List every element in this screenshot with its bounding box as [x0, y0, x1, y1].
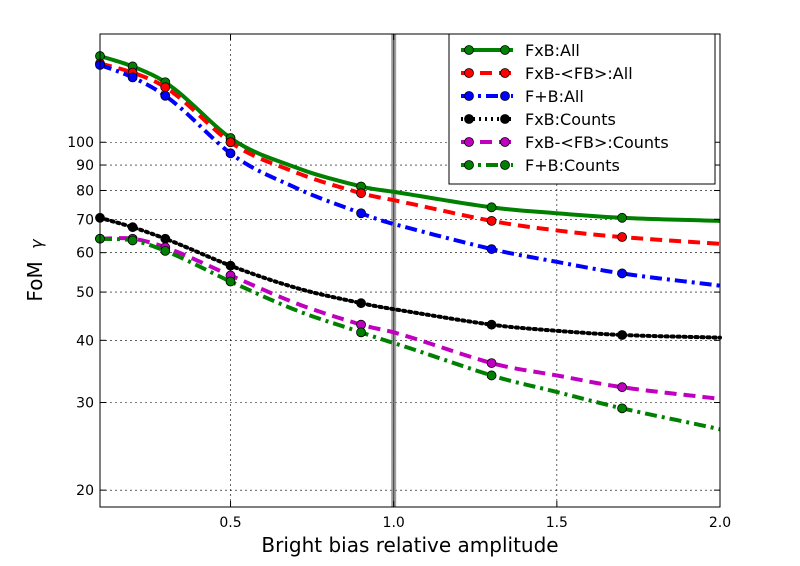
data-point — [356, 298, 366, 309]
legend-label: FxB:Counts — [525, 110, 616, 129]
data-point — [486, 215, 497, 226]
legend-label: FxB-<FB>:Counts — [525, 133, 669, 152]
data-point — [225, 148, 236, 159]
legend-entry: F+B:All — [461, 87, 584, 106]
series-line — [99, 236, 721, 432]
series-line — [99, 63, 721, 288]
legend-marker — [464, 137, 474, 147]
series-line — [99, 61, 721, 246]
series-F+B:Counts — [95, 233, 721, 432]
legend-marker — [500, 114, 510, 124]
x-tick-label: 1.0 — [383, 515, 405, 531]
data-point — [356, 327, 366, 338]
data-point — [617, 268, 628, 279]
data-point — [160, 82, 171, 93]
data-point — [617, 403, 628, 414]
legend-marker — [464, 45, 474, 55]
data-point — [160, 233, 171, 244]
series-group — [95, 51, 722, 432]
y-tick-label: 40 — [76, 333, 94, 349]
data-point — [160, 245, 171, 256]
y-tick-label: 100 — [67, 135, 94, 151]
data-point — [617, 382, 628, 393]
data-point — [356, 208, 366, 219]
data-point — [486, 319, 497, 330]
data-point — [225, 276, 236, 287]
legend-marker — [464, 160, 474, 170]
series-F+B:All — [95, 60, 721, 288]
legend-label: F+B:All — [525, 87, 584, 106]
y-tick-label: 90 — [76, 158, 94, 174]
data-point — [127, 72, 138, 83]
data-point — [225, 260, 236, 271]
legend: FxB:All FxB-<FB>:All F+B:All FxB:Counts FxB-… — [448, 33, 716, 185]
data-point — [160, 90, 171, 101]
legend-marker — [464, 68, 474, 78]
data-point — [486, 202, 497, 213]
legend-marker — [500, 160, 510, 170]
data-point — [617, 232, 628, 242]
y-tick-label: 80 — [76, 183, 94, 199]
legend-marker — [464, 91, 474, 101]
series-FxB:Counts — [95, 212, 722, 340]
legend-marker — [464, 114, 474, 124]
y-tick-label: 50 — [76, 285, 94, 301]
series-line — [99, 54, 721, 223]
legend-label: FxB:All — [525, 41, 580, 60]
ticks-group: 0.5 1.0 1.5 2.0 20 30 40 50 60 70 80 90 100 — [67, 34, 731, 531]
series-line — [99, 236, 721, 401]
legend-marker — [500, 91, 510, 101]
data-point — [486, 244, 497, 254]
legend-entry: FxB:All — [461, 41, 580, 60]
y-tick-label: 70 — [76, 212, 94, 228]
y-tick-label: 20 — [76, 483, 94, 499]
y-tick-label: 60 — [76, 246, 94, 262]
y-axis-label: FoM γ — [23, 238, 47, 302]
y-axis-label-text: FoM — [23, 261, 47, 301]
data-point — [486, 358, 497, 368]
x-axis-label: Bright bias relative amplitude — [261, 533, 558, 557]
x-tick-label: 2.0 — [709, 515, 731, 531]
x-tick-label: 0.5 — [219, 515, 241, 531]
legend-marker — [500, 68, 510, 78]
data-point — [127, 222, 138, 233]
plot-frame — [99, 33, 721, 508]
data-point — [486, 370, 497, 381]
data-point — [127, 235, 138, 246]
data-point — [225, 137, 236, 148]
legend-entry: FxB-<FB>:Counts — [461, 133, 669, 152]
legend-entry: FxB:Counts — [461, 110, 616, 129]
legend-box — [448, 33, 716, 185]
legend-label: F+B:Counts — [525, 156, 620, 175]
legend-marker — [500, 45, 510, 55]
legend-marker — [500, 137, 510, 147]
legend-label: FxB-<FB>:All — [525, 64, 633, 83]
data-point — [617, 330, 628, 340]
data-point — [617, 212, 628, 223]
legend-entry: F+B:Counts — [461, 156, 620, 175]
legend-entry: FxB-<FB>:All — [461, 64, 633, 83]
series-line — [98, 215, 722, 340]
y-tick-label: 30 — [76, 396, 94, 412]
x-tick-label: 1.5 — [546, 515, 568, 531]
data-point — [356, 188, 366, 199]
y-axis-label-symbol: γ — [27, 238, 46, 249]
